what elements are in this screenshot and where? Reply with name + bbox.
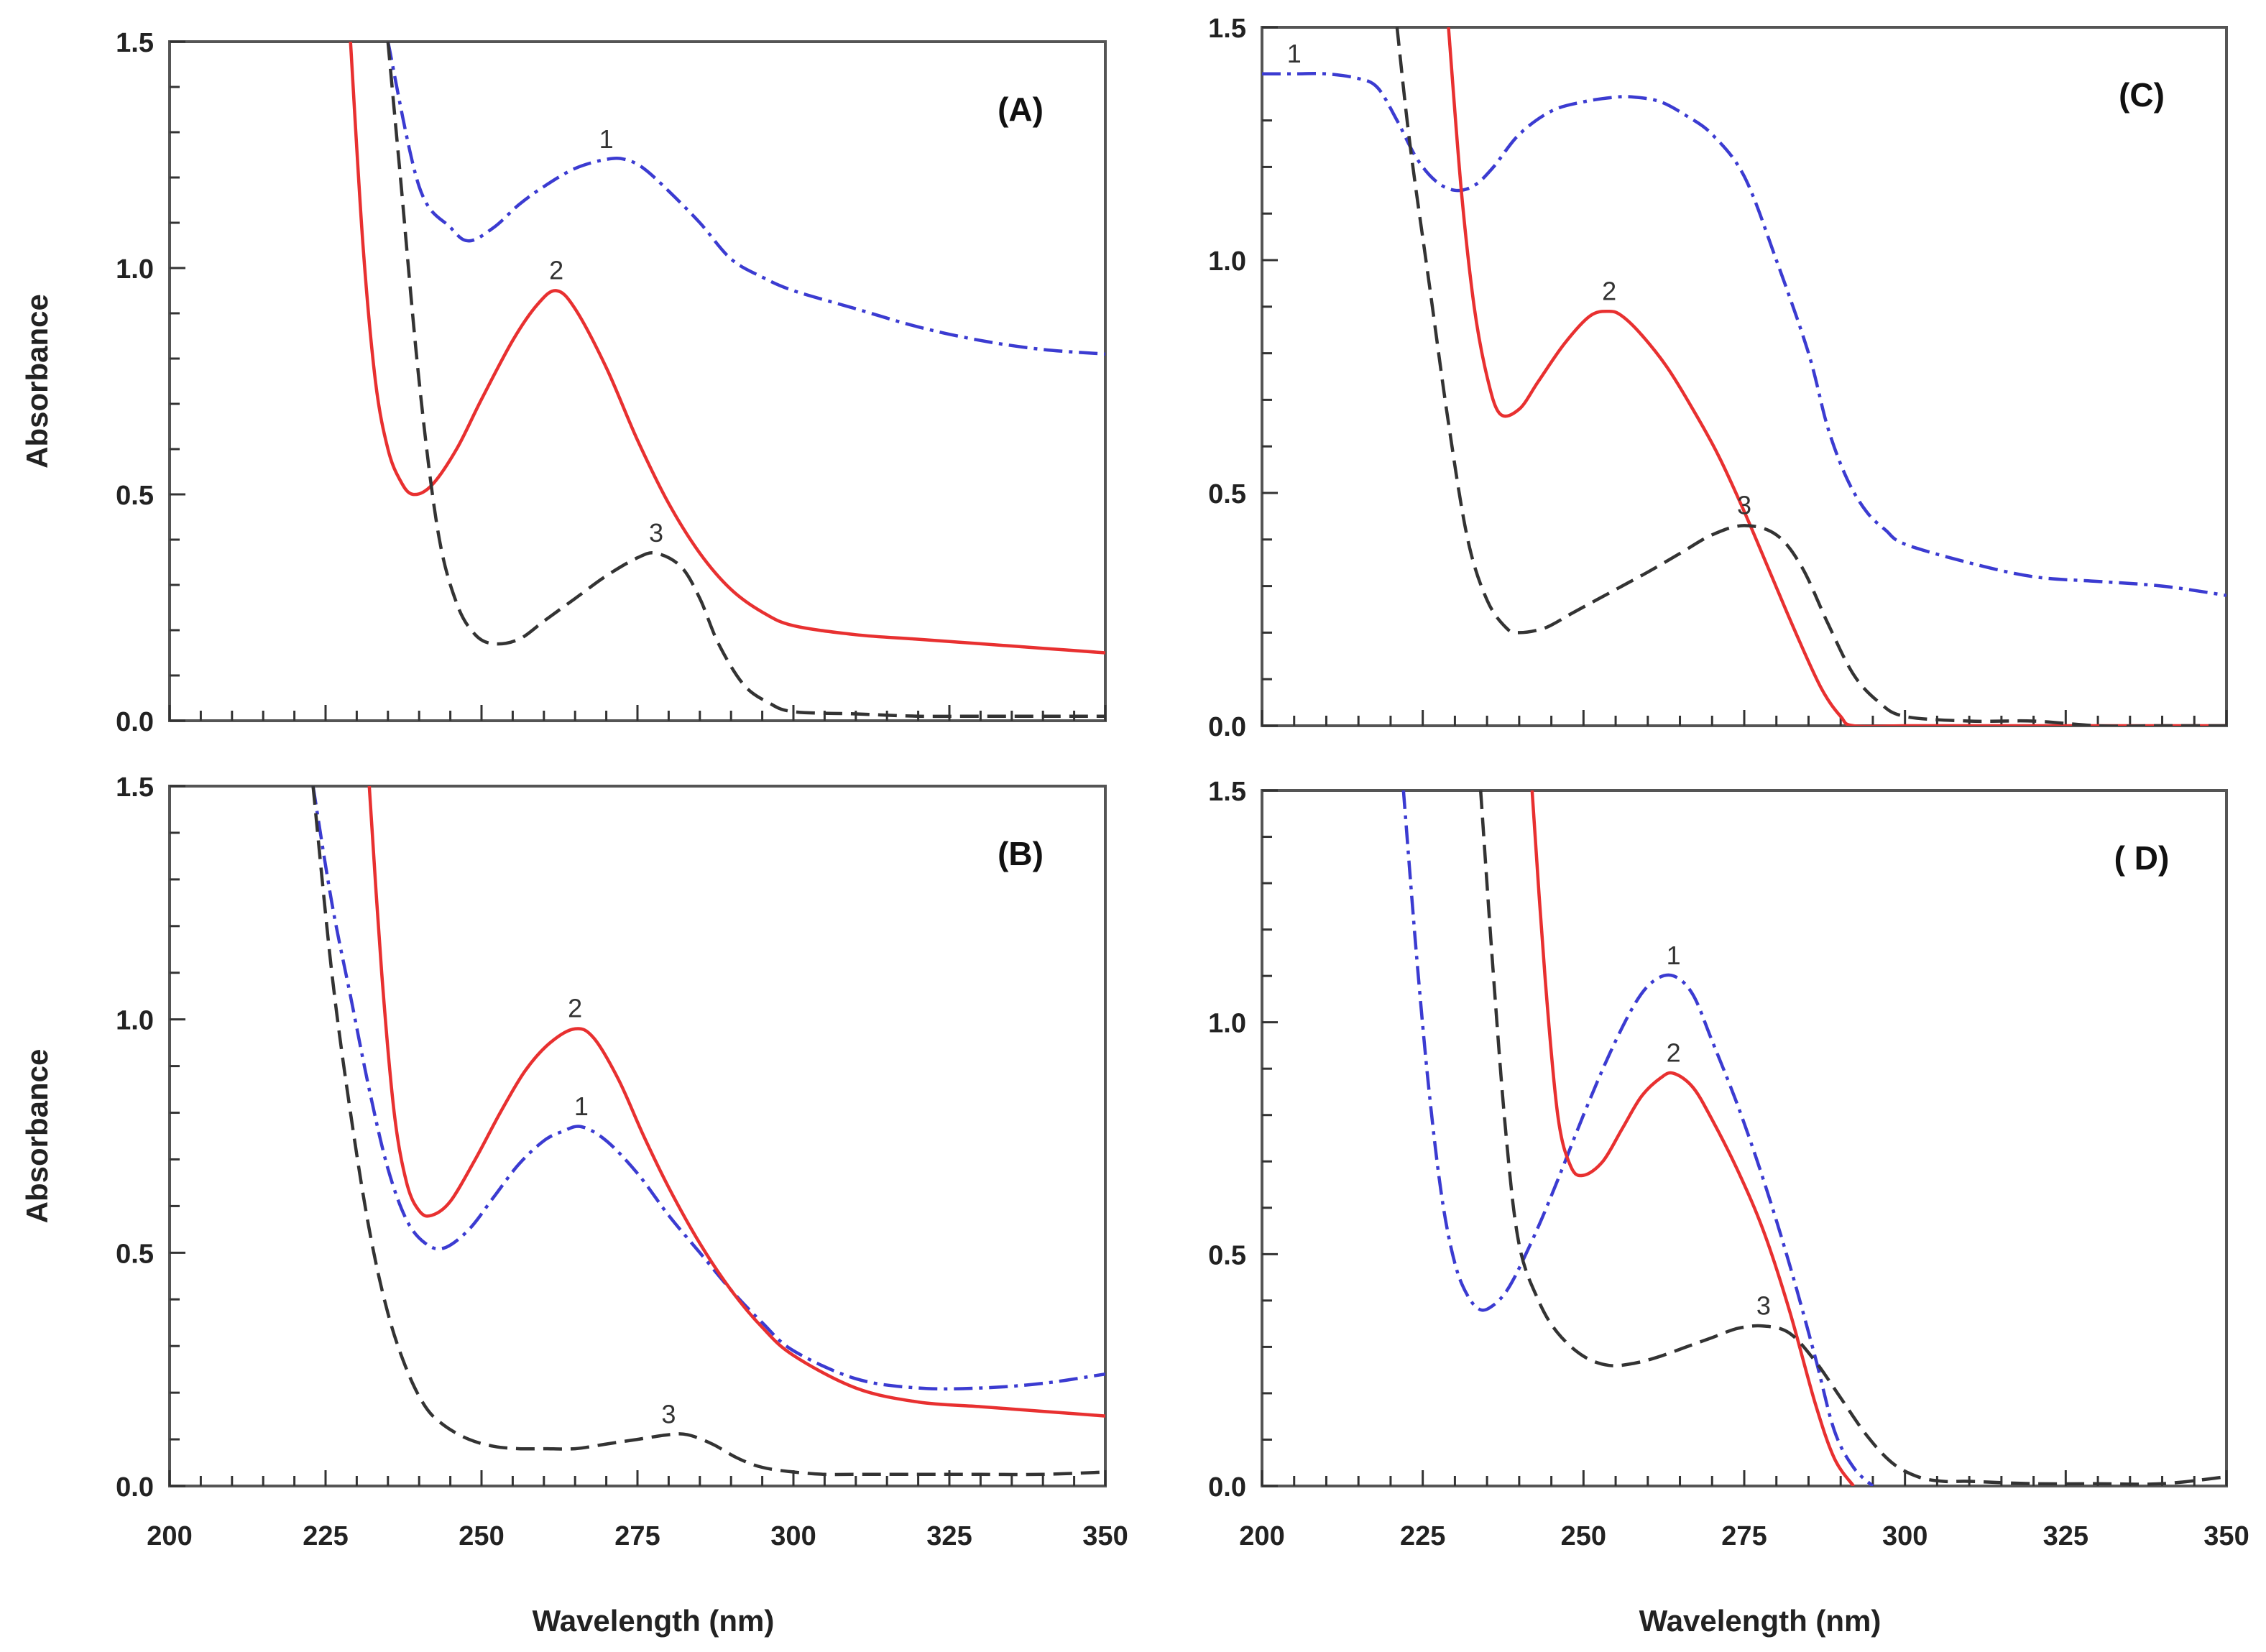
series-1-label: 1 [599,124,614,154]
y-tick-label: 0.0 [116,707,154,737]
y-axis-title: Absorbance [20,1049,54,1224]
x-tick-label: 275 [614,1521,660,1551]
series-3-label: 3 [1737,490,1751,520]
series-2-label: 2 [1667,1038,1681,1068]
y-tick-label: 1.0 [116,1006,154,1036]
x-tick-label: 350 [1082,1521,1128,1551]
panel-d: 0.0 0.5 1.0 1.5 200 225 250 275 300 325 350 Wavelen… [1208,777,2249,1638]
plot-area [311,786,1105,1477]
series-3-label: 3 [661,1400,676,1429]
series-2-label: 2 [568,994,582,1023]
x-tick-label: 225 [303,1521,348,1551]
y-tick-label: 0.5 [1208,1240,1246,1270]
series-3-label: 3 [1756,1291,1771,1320]
series-2-line [349,42,1105,655]
panel-b: 0.0 0.5 1.0 1.5 200 225 250 275 300 325 350 Absorba… [20,772,1128,1638]
x-tick-label: 200 [147,1521,192,1551]
x-tick-label: 300 [1882,1521,1928,1551]
y-tick-label: 0.5 [1208,479,1246,509]
y-tick-label: 1.5 [116,772,154,803]
plot-frame [168,40,1107,722]
y-tick-label: 0.0 [1208,1472,1246,1503]
x-tick-label: 250 [459,1521,504,1551]
series-2-label: 2 [1602,276,1616,305]
series-3-label: 3 [649,518,663,548]
series-2-line [1447,27,2226,726]
series-1-line [1262,72,2226,597]
y-tick-label: 0.5 [116,1239,154,1269]
x-axis-title: Wavelength (nm) [533,1604,775,1638]
x-tick-label: 325 [2043,1521,2088,1551]
y-tick-label: 0.5 [116,481,154,511]
series-3-line [386,42,1105,719]
series-3-line [311,786,1105,1477]
plot-area [349,42,1105,719]
series-1-line [1401,790,1874,1486]
series-3-line [1395,27,2226,726]
plot-area [1401,790,2226,1486]
panel-label: (C) [2119,76,2165,114]
y-axis-title: Absorbance [20,294,54,469]
x-axis-title: Wavelength (nm) [1639,1604,1882,1638]
x-tick-label: 275 [1721,1521,1767,1551]
x-tick-label: 350 [2203,1521,2249,1551]
plot-frame [168,785,1107,1487]
series-3-line [1478,790,2226,1486]
y-tick-label: 0.0 [116,1472,154,1503]
plot-frame [1261,789,2228,1487]
series-2-label: 2 [549,256,563,285]
x-tick-label: 225 [1400,1521,1445,1551]
panel-c: 0.0 0.5 1.0 1.5 (C) 1 2 3 [1208,14,2228,742]
y-tick-label: 1.5 [116,28,154,58]
y-tick-label: 1.0 [1208,246,1246,277]
panel-a: 0.0 0.5 1.0 1.5 Absorbance (A) 1 2 3 [20,28,1107,737]
y-tick-label: 1.5 [1208,14,1246,44]
panel-label: (A) [998,91,1044,128]
series-1-line [311,786,1105,1391]
y-tick-label: 1.0 [1208,1009,1246,1039]
panel-label: (B) [998,835,1044,872]
series-1-line [386,42,1105,356]
series-2-line [1530,790,1855,1486]
series-1-label: 1 [574,1092,589,1121]
x-tick-label: 300 [770,1521,816,1551]
x-tick-label: 200 [1239,1521,1284,1551]
y-tick-label: 1.5 [1208,777,1246,807]
x-tick-label: 250 [1561,1521,1606,1551]
plot-frame [1261,26,2228,727]
series-2-line [367,786,1105,1418]
plot-area [1262,27,2226,726]
x-tick-label: 325 [926,1521,972,1551]
y-tick-label: 0.0 [1208,712,1246,742]
panel-label: ( D) [2114,839,2170,877]
y-tick-label: 1.0 [116,254,154,285]
series-1-label: 1 [1667,941,1681,970]
series-1-label: 1 [1287,39,1302,68]
